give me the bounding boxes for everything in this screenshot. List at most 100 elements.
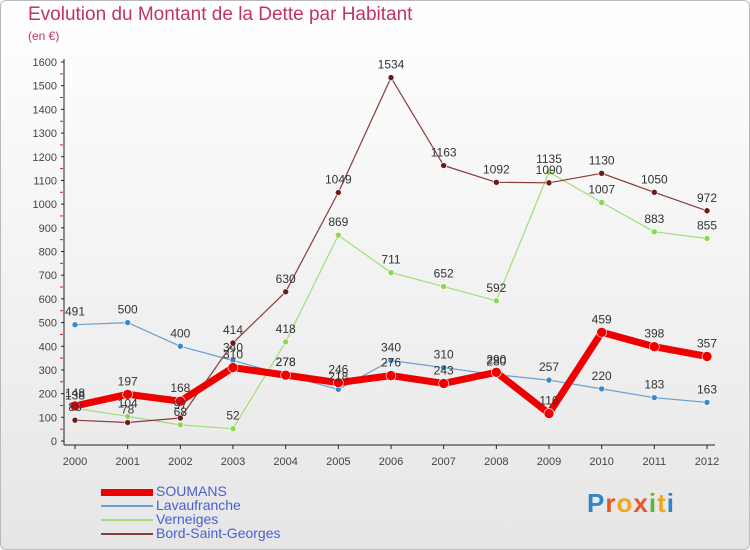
data-label: 218 [328, 369, 348, 383]
data-label: 630 [276, 272, 296, 286]
data-label: 400 [170, 326, 190, 340]
y-tick-label: 1300 [33, 128, 57, 140]
data-label: 500 [118, 303, 138, 317]
x-tick-label: 2005 [326, 456, 350, 468]
y-tick-label: 1100 [33, 175, 57, 187]
data-label: 340 [381, 340, 401, 354]
data-label: 1135 [536, 152, 562, 166]
x-tick-label: 2003 [221, 456, 245, 468]
data-point [282, 338, 289, 346]
data-label: 78 [121, 403, 135, 417]
data-point [333, 377, 344, 389]
data-label: 52 [226, 409, 240, 423]
data-point [545, 376, 553, 384]
data-point [282, 288, 289, 296]
data-point [598, 385, 605, 393]
data-label: 972 [697, 191, 717, 205]
data-label: 276 [381, 356, 401, 370]
data-label: 183 [644, 378, 664, 392]
data-point [649, 341, 660, 353]
data-label: 711 [381, 253, 400, 267]
data-point [385, 370, 397, 381]
x-tick-label: 2007 [431, 456, 455, 468]
data-label: 163 [697, 382, 717, 396]
data-label: 357 [697, 336, 717, 350]
data-point [177, 421, 184, 429]
data-point [69, 400, 81, 412]
y-tick-label: 0 [51, 436, 57, 448]
data-label: 1090 [536, 163, 563, 177]
data-label: 104 [118, 396, 138, 410]
data-point [651, 394, 658, 401]
chart-subtitle: (en €) [28, 29, 60, 43]
data-point [229, 425, 237, 432]
data-point [124, 319, 131, 326]
data-label: 340 [223, 340, 243, 354]
data-point [596, 326, 607, 338]
legend-swatch [101, 519, 153, 521]
data-label: 310 [434, 348, 454, 362]
data-point [545, 179, 553, 187]
legend-swatch [101, 489, 153, 496]
y-tick-label: 1500 [33, 81, 57, 93]
data-point [598, 170, 605, 177]
x-tick-label: 2008 [484, 456, 508, 468]
x-tick-label: 2001 [115, 456, 139, 468]
data-label: 1130 [589, 153, 615, 167]
legend-swatch [101, 505, 153, 507]
x-tick-label: 2012 [695, 456, 719, 468]
data-point [227, 362, 239, 373]
y-tick-label: 1400 [33, 104, 57, 116]
data-point [598, 199, 605, 206]
data-point [122, 389, 133, 400]
data-point [438, 378, 449, 389]
data-point [440, 162, 447, 169]
data-label: 869 [328, 215, 348, 229]
data-label: 1092 [483, 162, 510, 176]
x-tick-label: 2000 [63, 456, 87, 468]
data-label: 243 [434, 363, 454, 377]
data-point [335, 189, 342, 196]
data-point [71, 416, 79, 424]
data-point [701, 351, 713, 362]
data-point [703, 235, 711, 242]
data-point [651, 188, 658, 196]
y-tick-label: 800 [39, 247, 57, 259]
y-tick-label: 300 [39, 365, 57, 377]
data-label: 197 [118, 374, 138, 388]
y-tick-label: 400 [39, 341, 57, 353]
data-label: 414 [223, 323, 243, 337]
y-tick-label: 100 [39, 412, 57, 424]
data-label: 257 [539, 360, 559, 374]
data-label: 138 [65, 388, 85, 402]
data-label: 883 [644, 212, 664, 226]
data-label: 418 [276, 322, 296, 336]
data-label: 855 [697, 218, 717, 232]
data-point [545, 168, 553, 176]
data-label: 1049 [325, 173, 352, 187]
data-label: 280 [486, 355, 506, 369]
data-point [440, 364, 447, 371]
y-tick-label: 500 [39, 318, 57, 330]
chart-title: Evolution du Montant de la Dette par Hab… [28, 4, 413, 25]
data-label: 97 [174, 398, 188, 412]
data-point [71, 321, 79, 328]
data-label: 148 [65, 386, 85, 400]
data-point [124, 419, 131, 426]
data-point [175, 395, 186, 407]
data-point [493, 297, 500, 305]
data-label: 310 [223, 348, 243, 362]
data-label: 652 [434, 267, 454, 281]
data-label: 168 [170, 381, 190, 395]
data-point [703, 399, 711, 406]
series-lines [69, 74, 713, 432]
data-label: 246 [328, 363, 348, 377]
data-point [491, 367, 502, 378]
data-label: 1163 [431, 146, 457, 160]
data-point [387, 74, 395, 81]
data-label: 398 [644, 327, 664, 341]
axes: 0 100 200 300 400 500 600 700 800 900 1000 1100 1200… [33, 57, 720, 468]
